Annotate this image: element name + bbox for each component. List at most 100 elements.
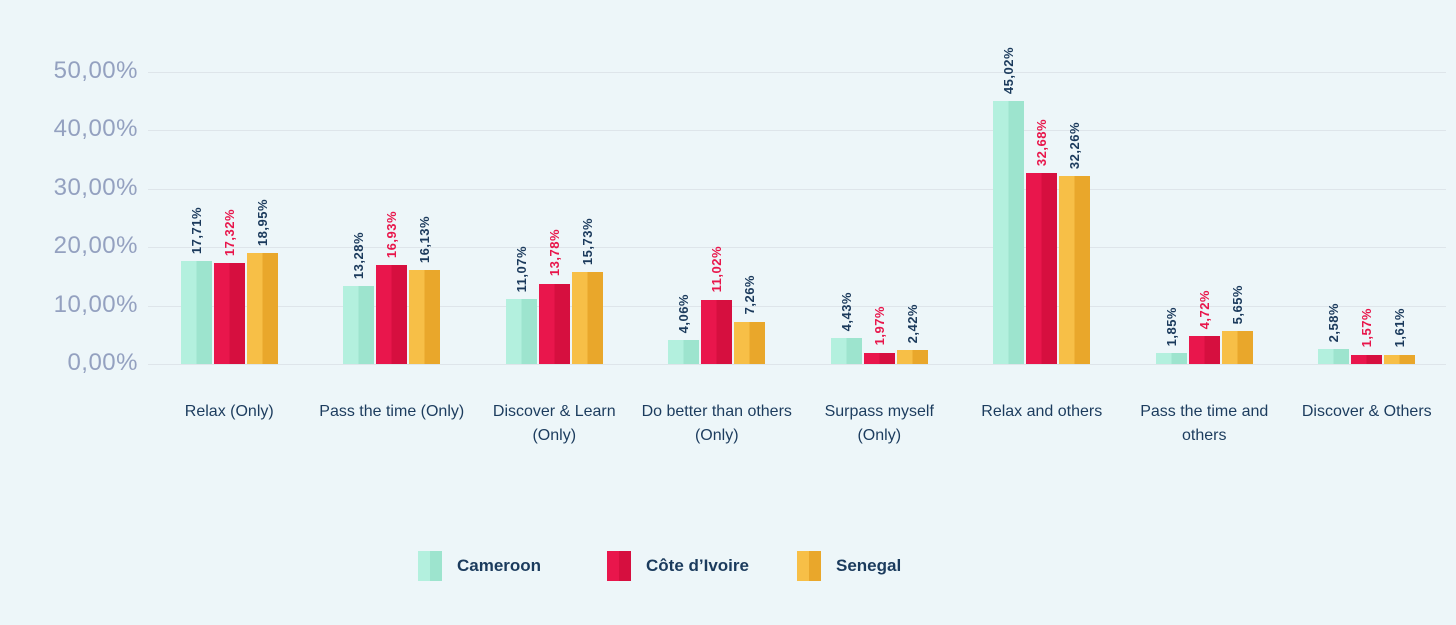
bar <box>409 269 441 364</box>
bar-column: 7,26% <box>734 275 766 364</box>
bar-value-label: 4,72% <box>1196 290 1212 330</box>
gridline <box>148 130 1446 132</box>
bar <box>1351 354 1383 364</box>
bar-value-label: 13,28% <box>351 232 367 280</box>
bar-column: 1,85% <box>1155 306 1187 364</box>
category-label: Surpass myself (Only) <box>824 403 934 444</box>
legend-item-c-te-d-ivoire: Côte d’Ivoire <box>607 551 749 581</box>
bar <box>1155 353 1187 364</box>
bar-value-label: 4,06% <box>676 293 692 334</box>
bar-column: 11,07% <box>505 246 537 364</box>
bar-value-label: 16,93% <box>384 211 400 259</box>
bar-value-label: 4,43% <box>838 291 854 332</box>
legend-swatch <box>418 551 442 581</box>
bar-group: 4,43% 1,97% 2,42% <box>798 292 961 364</box>
bar-column: 1,97% <box>863 306 895 364</box>
bar <box>863 352 895 364</box>
y-axis-tick-label: 40,00% <box>53 115 138 143</box>
legend: Cameroon Côte d’Ivoire Senegal <box>0 551 1456 585</box>
bar-column: 18,95% <box>246 199 278 364</box>
bar <box>830 338 862 364</box>
bar <box>734 321 766 364</box>
bar <box>571 272 603 364</box>
bar-column: 16,13% <box>409 215 441 364</box>
bar <box>1221 331 1253 364</box>
gridline <box>148 305 1446 307</box>
category-axis: Relax (Only) Pass the time (Only) Discover… <box>148 400 1448 448</box>
bar-column: 17,71% <box>180 206 212 364</box>
gridline <box>148 72 1446 73</box>
bar-column: 1,61% <box>1384 308 1416 364</box>
bar-column: 17,32% <box>213 208 245 364</box>
bar-column: 4,72% <box>1188 290 1220 364</box>
bar <box>1026 173 1058 364</box>
bar-column: 11,02% <box>701 246 733 364</box>
bar-column: 13,28% <box>343 232 375 364</box>
legend-swatch <box>607 551 631 581</box>
bar-value-label: 17,32% <box>221 208 237 256</box>
bar <box>538 283 570 364</box>
bar <box>668 340 700 364</box>
legend-label: Côte d’Ivoire <box>646 556 749 575</box>
bar-value-label: 11,02% <box>709 246 725 293</box>
gridline <box>148 364 1446 365</box>
legend-item-senegal: Senegal <box>797 551 901 581</box>
bar <box>213 262 245 364</box>
bar-group: 1,85% 4,72% 5,65% <box>1123 285 1286 364</box>
bar-column: 4,43% <box>830 291 862 364</box>
category-label: Discover & Learn (Only) <box>492 403 616 444</box>
bar <box>701 299 733 364</box>
category-label: Do better than others (Only) <box>641 403 792 444</box>
bar-value-label: 13,78% <box>546 229 562 277</box>
bar-group: 4,06% 11,02% 7,26% <box>636 246 799 364</box>
legend-item-cameroon: Cameroon <box>418 551 541 581</box>
bar-value-label: 45,02% <box>1001 47 1017 95</box>
category-label: Relax and others <box>981 403 1103 420</box>
bar-value-label: 15,73% <box>579 218 595 266</box>
y-axis-tick-label: 10,00% <box>53 290 138 318</box>
bar-column: 32,68% <box>1026 119 1058 364</box>
bar-value-label: 11,07% <box>513 246 529 293</box>
bar-column: 1,57% <box>1351 308 1383 364</box>
bar-column: 15,73% <box>571 218 603 364</box>
bar-value-label: 1,97% <box>871 306 887 346</box>
bar-value-label: 17,71% <box>188 206 204 254</box>
bar <box>1188 336 1220 364</box>
category-label: Discover & Others <box>1301 403 1432 420</box>
bar-value-label: 32,26% <box>1067 121 1083 169</box>
category-label: Pass the time and others <box>1140 403 1269 444</box>
bar <box>1384 354 1416 364</box>
bar <box>180 260 212 364</box>
y-axis-tick-label: 20,00% <box>53 232 138 260</box>
bar <box>343 286 375 364</box>
bar-value-label: 5,65% <box>1229 284 1245 324</box>
bar <box>505 299 537 364</box>
bar-value-label: 2,58% <box>1326 302 1342 342</box>
bar <box>1059 175 1091 364</box>
y-axis-tick-label: 0,00% <box>67 349 138 376</box>
bar-column: 4,06% <box>668 293 700 364</box>
bar <box>246 253 278 364</box>
bar-column: 5,65% <box>1221 284 1253 364</box>
legend-swatch <box>797 551 821 581</box>
category-label: Pass the time (Only) <box>319 403 465 420</box>
bar-value-label: 7,26% <box>742 275 758 315</box>
bar-column: 16,93% <box>376 211 408 364</box>
y-axis-tick-label: 50,00% <box>53 57 138 84</box>
bar-group: 13,28% 16,93% 16,13% <box>311 211 474 364</box>
bar-value-label: 16,13% <box>417 215 433 263</box>
bar-value-label: 2,42% <box>904 303 920 343</box>
bar <box>993 101 1025 364</box>
gridline <box>148 247 1446 249</box>
legend-label: Cameroon <box>457 556 542 575</box>
bar-column: 32,26% <box>1059 121 1091 364</box>
bar-column: 2,58% <box>1318 302 1350 364</box>
bar-group: 11,07% 13,78% 15,73% <box>473 218 636 364</box>
bar-column: 13,78% <box>538 229 570 364</box>
bar-value-label: 1,57% <box>1359 308 1375 348</box>
bar-value-label: 1,85% <box>1163 306 1179 347</box>
bar <box>376 265 408 364</box>
bar-column: 45,02% <box>993 47 1025 364</box>
bar-column: 2,42% <box>896 303 928 364</box>
y-axis-tick-label: 30,00% <box>53 173 138 201</box>
